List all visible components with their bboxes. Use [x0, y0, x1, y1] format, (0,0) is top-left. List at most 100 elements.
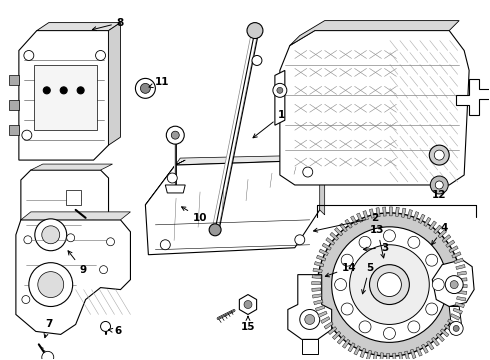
Circle shape: [167, 173, 177, 183]
Circle shape: [77, 87, 84, 94]
Polygon shape: [313, 268, 322, 273]
Polygon shape: [376, 208, 380, 217]
Polygon shape: [373, 352, 377, 360]
Polygon shape: [37, 23, 121, 31]
Circle shape: [335, 279, 346, 291]
Circle shape: [209, 224, 221, 236]
Polygon shape: [34, 66, 97, 130]
Circle shape: [341, 303, 353, 315]
Text: 12: 12: [432, 190, 446, 200]
Polygon shape: [447, 319, 457, 326]
Polygon shape: [337, 336, 345, 344]
Circle shape: [377, 273, 401, 297]
Polygon shape: [453, 308, 463, 314]
Circle shape: [42, 226, 60, 244]
Circle shape: [96, 50, 105, 60]
Polygon shape: [108, 23, 121, 145]
Text: 8: 8: [92, 18, 124, 31]
Polygon shape: [314, 300, 323, 305]
Circle shape: [29, 263, 73, 306]
Circle shape: [429, 145, 449, 165]
Circle shape: [318, 213, 461, 356]
Polygon shape: [407, 210, 413, 219]
Polygon shape: [9, 125, 19, 135]
Text: 15: 15: [241, 316, 255, 332]
Circle shape: [277, 87, 283, 93]
Polygon shape: [330, 232, 339, 240]
Circle shape: [435, 181, 443, 189]
Polygon shape: [290, 21, 459, 45]
Polygon shape: [66, 190, 81, 205]
Text: 2: 2: [314, 213, 378, 232]
Polygon shape: [421, 344, 428, 354]
Circle shape: [24, 236, 32, 244]
Circle shape: [24, 50, 34, 60]
Circle shape: [450, 280, 458, 289]
Circle shape: [106, 238, 115, 246]
Circle shape: [135, 78, 155, 98]
Polygon shape: [9, 100, 19, 110]
Polygon shape: [432, 337, 440, 346]
Polygon shape: [328, 327, 337, 334]
Polygon shape: [434, 225, 441, 234]
Polygon shape: [432, 260, 474, 306]
Polygon shape: [418, 214, 425, 224]
Polygon shape: [324, 322, 333, 329]
Polygon shape: [436, 333, 444, 342]
Circle shape: [384, 328, 395, 339]
Circle shape: [408, 321, 420, 333]
Text: 14: 14: [325, 263, 357, 277]
Circle shape: [99, 266, 107, 274]
Polygon shape: [9, 75, 19, 85]
Circle shape: [141, 84, 150, 93]
Circle shape: [434, 150, 444, 160]
Polygon shape: [280, 31, 469, 185]
Polygon shape: [429, 221, 437, 230]
Circle shape: [22, 130, 32, 140]
Circle shape: [160, 240, 171, 250]
Polygon shape: [326, 238, 335, 245]
Circle shape: [38, 272, 64, 298]
Circle shape: [273, 84, 287, 97]
Circle shape: [303, 167, 313, 177]
Circle shape: [445, 276, 463, 293]
Polygon shape: [416, 347, 422, 356]
Circle shape: [430, 176, 448, 194]
Circle shape: [60, 87, 67, 94]
Circle shape: [384, 230, 395, 242]
Polygon shape: [458, 285, 467, 288]
Circle shape: [449, 321, 463, 336]
Polygon shape: [363, 211, 368, 220]
Polygon shape: [405, 351, 410, 360]
Circle shape: [172, 131, 179, 139]
Circle shape: [42, 351, 54, 360]
Circle shape: [67, 234, 74, 242]
Polygon shape: [317, 255, 326, 261]
Circle shape: [300, 310, 319, 329]
Polygon shape: [21, 170, 108, 270]
Circle shape: [22, 296, 30, 303]
Circle shape: [359, 321, 371, 333]
Polygon shape: [456, 265, 465, 269]
Polygon shape: [312, 275, 321, 279]
Polygon shape: [357, 213, 363, 222]
Polygon shape: [438, 230, 446, 238]
Polygon shape: [458, 278, 467, 281]
Polygon shape: [345, 219, 352, 228]
Circle shape: [426, 303, 438, 315]
Polygon shape: [332, 331, 341, 339]
Polygon shape: [315, 262, 324, 267]
Polygon shape: [424, 217, 431, 226]
Polygon shape: [302, 339, 318, 354]
Polygon shape: [390, 207, 392, 216]
Polygon shape: [369, 209, 374, 218]
Polygon shape: [442, 235, 451, 243]
Polygon shape: [354, 346, 360, 355]
Polygon shape: [380, 353, 384, 360]
Polygon shape: [239, 294, 257, 315]
Polygon shape: [146, 160, 325, 255]
Polygon shape: [457, 297, 466, 301]
Circle shape: [305, 315, 315, 324]
Circle shape: [252, 55, 262, 66]
Polygon shape: [275, 71, 285, 125]
